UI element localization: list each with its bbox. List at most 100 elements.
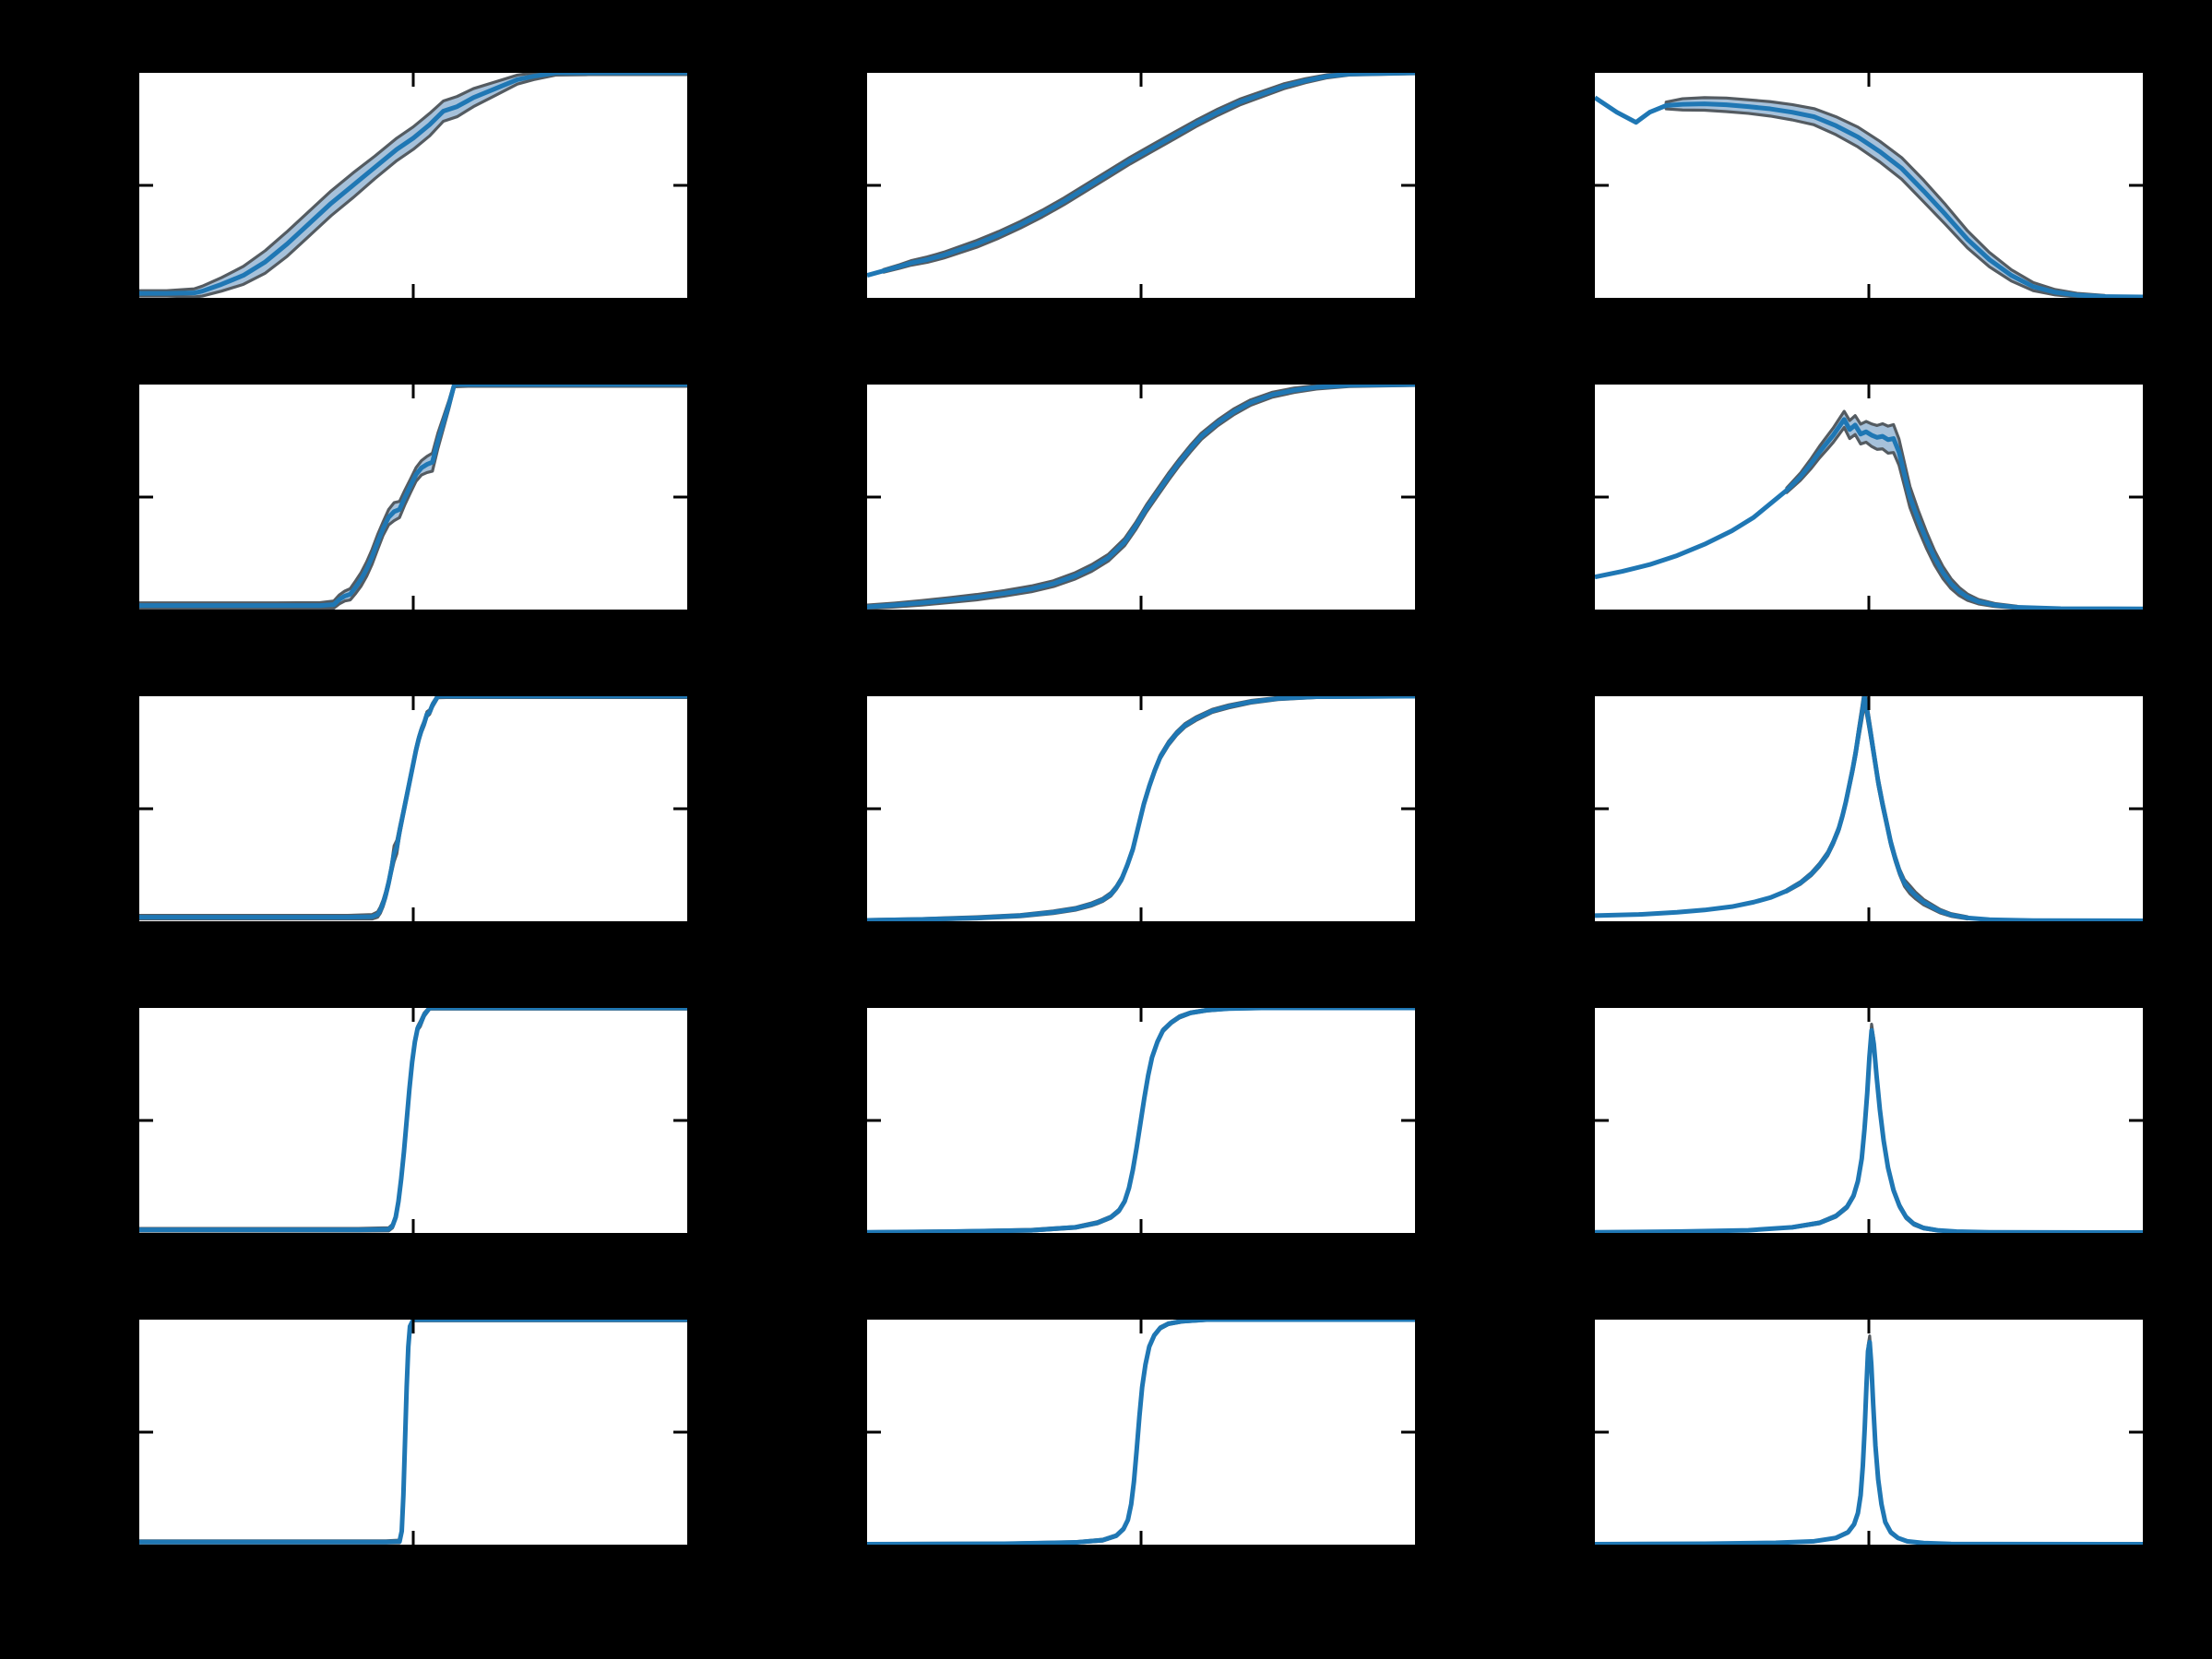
subplot-r2c1: [139, 385, 687, 610]
y-tick-left: [139, 184, 153, 187]
y-tick-right: [673, 495, 687, 499]
axes-r2c3: [1595, 385, 2143, 610]
axes-r1c3: [1595, 73, 2143, 298]
axes-r4c1: [139, 1008, 687, 1233]
x-tick-top: [1139, 73, 1143, 87]
x-tick-bottom: [1867, 596, 1871, 610]
subplot-r3c2: [867, 696, 1415, 921]
x-tick-bottom: [1867, 1219, 1871, 1233]
mean-line: [139, 385, 687, 609]
confidence-band: [867, 1320, 1415, 1545]
x-tick-top: [1139, 385, 1143, 398]
confidence-band: [867, 385, 1415, 610]
x-tick-bottom: [1867, 907, 1871, 921]
y-tick-left: [1595, 495, 1609, 499]
confidence-band: [882, 73, 1415, 274]
x-tick-top: [1867, 696, 1871, 710]
axes-r3c1: [139, 696, 687, 921]
x-tick-top: [411, 385, 415, 398]
mean-line: [867, 1320, 1415, 1545]
y-tick-right: [1401, 184, 1415, 187]
subplot-r5c2: [867, 1320, 1415, 1545]
subplot-r3c3: [1595, 696, 2143, 921]
axes-r1c2: [867, 73, 1415, 298]
x-tick-bottom: [1139, 1219, 1143, 1233]
y-tick-right: [2129, 1119, 2143, 1122]
mean-line: [139, 696, 687, 920]
subplot-r1c1: [139, 73, 687, 298]
confidence-band: [1785, 696, 1969, 921]
mean-line: [867, 73, 1415, 278]
subplot-r1c3: [1595, 73, 2143, 298]
x-tick-bottom: [1139, 596, 1143, 610]
y-tick-right: [2129, 495, 2143, 499]
y-tick-right: [1401, 807, 1415, 811]
x-tick-bottom: [1139, 284, 1143, 298]
x-tick-bottom: [1139, 1531, 1143, 1545]
y-tick-left: [1595, 1119, 1609, 1122]
y-tick-left: [867, 1119, 881, 1122]
y-tick-left: [139, 495, 153, 499]
y-tick-right: [1401, 1119, 1415, 1122]
axes-r1c1: [139, 73, 687, 298]
y-tick-right: [673, 1430, 687, 1434]
subplot-r5c3: [1595, 1320, 2143, 1545]
x-tick-top: [1867, 73, 1871, 87]
axes-r5c2: [867, 1320, 1415, 1545]
y-tick-right: [2129, 807, 2143, 811]
axes-r4c2: [867, 1008, 1415, 1233]
subplot-r4c2: [867, 1008, 1415, 1233]
axes-r2c1: [139, 385, 687, 610]
axes-r3c2: [867, 696, 1415, 921]
x-tick-bottom: [411, 1219, 415, 1233]
y-tick-right: [673, 807, 687, 811]
mean-line: [1595, 696, 2143, 921]
y-tick-right: [673, 184, 687, 187]
x-tick-bottom: [1139, 907, 1143, 921]
y-tick-right: [2129, 1430, 2143, 1434]
x-tick-bottom: [1867, 284, 1871, 298]
axes-r2c2: [867, 385, 1415, 610]
axes-r5c1: [139, 1320, 687, 1545]
x-tick-top: [411, 1008, 415, 1022]
subplot-r4c1: [139, 1008, 687, 1233]
y-tick-left: [867, 1430, 881, 1434]
y-tick-left: [867, 495, 881, 499]
x-tick-bottom: [411, 907, 415, 921]
axes-r5c3: [1595, 1320, 2143, 1545]
mean-line: [139, 1008, 687, 1233]
x-tick-bottom: [411, 284, 415, 298]
y-tick-left: [1595, 807, 1609, 811]
y-tick-left: [1595, 184, 1609, 187]
x-tick-top: [1139, 696, 1143, 710]
mean-line: [867, 1008, 1415, 1233]
y-tick-right: [1401, 495, 1415, 499]
y-tick-left: [139, 1430, 153, 1434]
x-tick-top: [1139, 1008, 1143, 1022]
x-tick-bottom: [1867, 1531, 1871, 1545]
y-tick-left: [139, 807, 153, 811]
x-tick-top: [411, 73, 415, 87]
x-tick-top: [1867, 385, 1871, 398]
y-tick-right: [673, 1119, 687, 1122]
axes-r4c3: [1595, 1008, 2143, 1233]
y-tick-right: [2129, 184, 2143, 187]
y-tick-left: [867, 807, 881, 811]
y-tick-left: [867, 184, 881, 187]
subplot-r3c1: [139, 696, 687, 921]
x-tick-top: [1867, 1008, 1871, 1022]
mean-line: [1595, 417, 2143, 610]
confidence-band: [139, 385, 687, 610]
y-tick-right: [1401, 1430, 1415, 1434]
y-tick-left: [139, 1119, 153, 1122]
confidence-band: [1785, 409, 2018, 610]
subplot-r2c3: [1595, 385, 2143, 610]
mean-line: [1595, 1339, 2143, 1545]
x-tick-top: [1139, 1320, 1143, 1333]
mean-line: [867, 385, 1415, 610]
x-tick-bottom: [411, 1531, 415, 1545]
x-tick-top: [411, 1320, 415, 1333]
subplot-r2c2: [867, 385, 1415, 610]
x-tick-bottom: [411, 596, 415, 610]
